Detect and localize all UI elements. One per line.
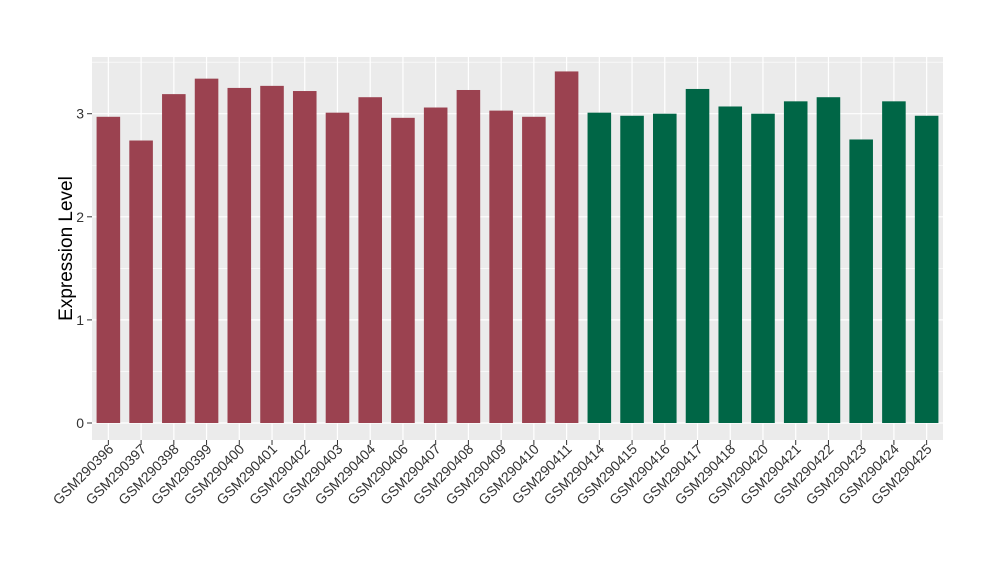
bars bbox=[96, 71, 939, 424]
bar-GSM290397 bbox=[129, 140, 153, 423]
x-axis-ticks: GSM290396GSM290397GSM290398GSM290399GSM2… bbox=[50, 440, 935, 508]
bar-GSM290408 bbox=[456, 89, 481, 423]
bar-GSM290421 bbox=[783, 101, 808, 423]
bar-GSM290422 bbox=[816, 97, 841, 424]
bar-GSM290402 bbox=[292, 91, 317, 424]
plot-background bbox=[92, 57, 943, 440]
bar-GSM290398 bbox=[162, 94, 186, 424]
y-tick-label: 0 bbox=[76, 415, 84, 431]
bar-GSM290410 bbox=[522, 116, 546, 423]
y-tick-label: 3 bbox=[76, 106, 84, 122]
bar-GSM290423 bbox=[849, 139, 873, 423]
bar-GSM290411 bbox=[554, 71, 579, 423]
bar-GSM290399 bbox=[194, 78, 219, 424]
bar-GSM290415 bbox=[620, 115, 644, 423]
y-axis-title: Expression Level bbox=[56, 176, 77, 321]
bar-GSM290400 bbox=[227, 87, 252, 424]
bar-GSM290418 bbox=[718, 106, 743, 423]
bar-GSM290417 bbox=[685, 88, 710, 423]
bar-GSM290396 bbox=[96, 116, 121, 423]
bar-GSM290406 bbox=[391, 117, 415, 423]
bar-GSM290424 bbox=[882, 101, 906, 423]
y-tick-label: 1 bbox=[76, 312, 84, 328]
y-tick-label: 2 bbox=[76, 209, 84, 225]
bar-GSM290403 bbox=[325, 112, 350, 423]
bar-GSM290409 bbox=[489, 110, 513, 423]
y-axis-ticks: 0 1 2 3 bbox=[76, 106, 92, 431]
bar-GSM290407 bbox=[423, 107, 448, 423]
bar-GSM290420 bbox=[751, 113, 775, 423]
bar-GSM290425 bbox=[914, 115, 939, 423]
bar-GSM290416 bbox=[653, 113, 677, 423]
bar-GSM290414 bbox=[587, 112, 612, 423]
bar-GSM290401 bbox=[260, 85, 284, 423]
bar-GSM290404 bbox=[358, 97, 382, 424]
